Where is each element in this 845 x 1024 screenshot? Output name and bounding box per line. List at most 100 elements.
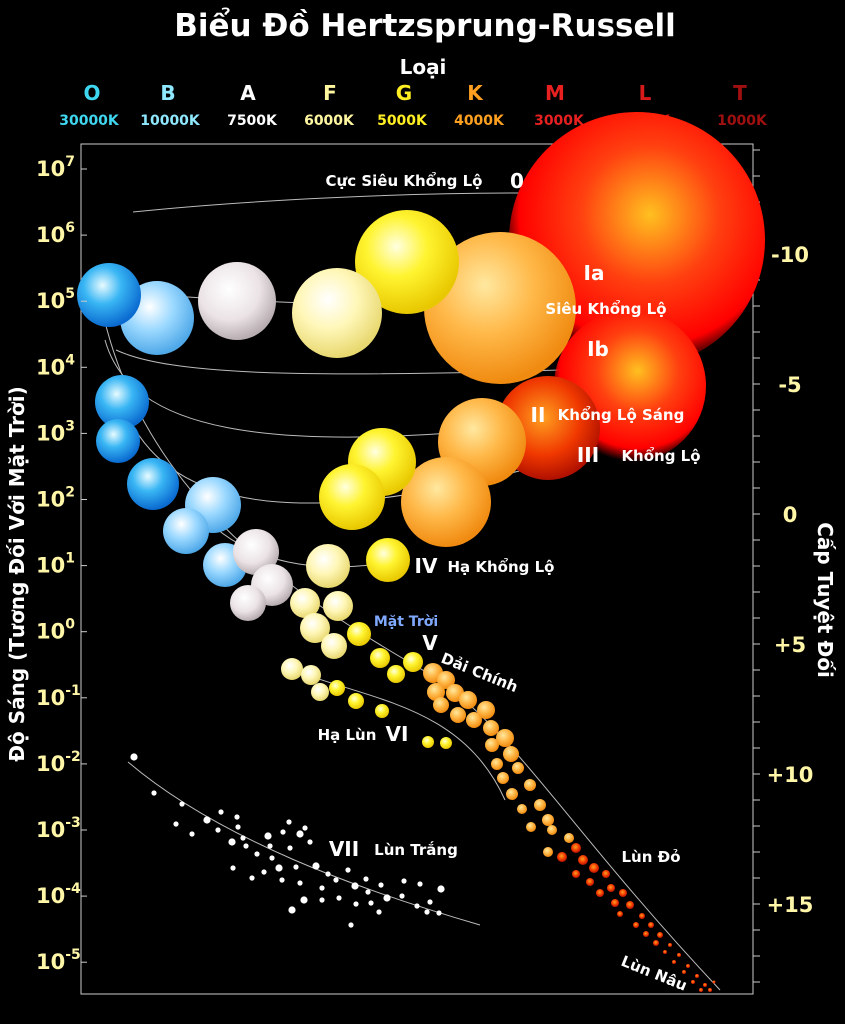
main-sequence-star <box>547 825 557 835</box>
white-dwarf-star <box>401 878 407 884</box>
white-dwarf-star <box>417 881 423 887</box>
class-temp-f: 6000K <box>304 113 355 129</box>
main-sequence-star <box>672 960 676 964</box>
label-class-ia: Ia <box>584 261 605 285</box>
class-letter-l: L <box>639 81 652 105</box>
luminosity-tick: 101 <box>36 551 75 578</box>
star-blue-giant-1 <box>95 375 149 429</box>
white-dwarf-star <box>427 899 433 905</box>
main-sequence-star <box>403 652 423 672</box>
white-dwarf-star <box>348 922 354 928</box>
white-dwarf-star <box>368 900 374 906</box>
label-subgiants: Hạ Khổng Lộ <box>447 557 554 576</box>
class-heading: Loại <box>400 55 447 79</box>
class-letter-a: A <box>240 81 256 105</box>
star-cream-subgiant <box>306 544 350 588</box>
main-sequence-star <box>497 772 509 784</box>
label-class-iii: III <box>577 443 599 467</box>
white-dwarf-star <box>267 843 273 849</box>
label-class-iv: IV <box>415 554 438 578</box>
class-letter-b: B <box>160 81 175 105</box>
luminosity-tick: 100 <box>36 617 75 644</box>
main-sequence-star <box>682 970 686 974</box>
class-letter-o: O <box>83 81 100 105</box>
star-lightblue-giant-2 <box>163 508 209 554</box>
white-dwarf-star <box>215 827 221 833</box>
curve-vii <box>127 761 481 926</box>
white-dwarf-star <box>345 867 351 873</box>
class-temp-b: 10000K <box>140 113 201 129</box>
label-giants: Khổng Lộ <box>621 446 700 465</box>
spectral-class-row: O 30000K B 10000K A 7500K F 6000K G 5000K K 4000K M 3… <box>59 81 768 129</box>
main-sequence-star <box>450 707 466 723</box>
main-sequence-star <box>375 704 389 718</box>
main-sequence-star <box>496 729 514 747</box>
white-dwarf-star <box>300 896 308 904</box>
white-dwarf-star <box>436 910 442 916</box>
label-supergiants: Siêu Khổng Lộ <box>545 299 666 318</box>
label-subdwarfs: Hạ Lùn <box>318 726 377 744</box>
main-sequence-star <box>311 683 329 701</box>
white-dwarf-star <box>269 855 275 861</box>
luminosity-tick: 106 <box>36 220 75 247</box>
main-sequence-star <box>477 701 495 719</box>
magnitude-tick: 0 <box>783 503 798 527</box>
main-sequence-star <box>427 683 445 701</box>
main-sequence-star <box>517 804 527 814</box>
star-white-supergiant <box>198 262 276 340</box>
white-dwarf-star <box>376 909 382 915</box>
white-dwarf-star <box>414 903 420 909</box>
main-sequence-star <box>589 863 599 873</box>
star-yellow-hypergiant <box>355 210 459 314</box>
white-dwarf-star <box>312 862 320 870</box>
white-dwarf-star <box>261 869 267 875</box>
star-yellow-giant-2 <box>319 464 385 530</box>
star-white-giant-3 <box>230 585 266 621</box>
star-blue-giant-3 <box>127 458 179 510</box>
white-dwarf-star <box>243 843 249 849</box>
label-class-v: V <box>422 631 438 655</box>
label-sun: Mặt Trời <box>374 614 438 630</box>
white-dwarf-star <box>378 882 384 888</box>
plot-frame <box>80 143 754 995</box>
white-dwarf-star <box>363 876 369 882</box>
main-sequence-star <box>300 613 330 643</box>
white-dwarf-star <box>173 821 179 827</box>
luminosity-tick: 104 <box>36 352 75 379</box>
white-dwarf-star <box>240 835 246 841</box>
white-dwarf-star <box>280 829 286 835</box>
main-sequence-star <box>712 980 716 984</box>
white-dwarf-star <box>307 839 313 845</box>
white-dwarf-star <box>319 897 325 903</box>
luminosity-tick: 102 <box>36 485 75 512</box>
white-dwarf-star <box>365 889 371 895</box>
class-temp-a: 7500K <box>227 113 278 129</box>
class-letter-g: G <box>396 81 412 105</box>
main-sequence-star <box>347 622 371 646</box>
label-red-dwarfs: Lùn Đỏ <box>621 848 680 866</box>
main-sequence-star <box>571 843 581 853</box>
white-dwarf-stars <box>130 753 445 928</box>
main-sequence-star <box>633 922 639 928</box>
main-sequence-star <box>695 974 699 978</box>
label-class-vi: VI <box>386 722 409 746</box>
class-temp-k: 4000K <box>454 113 505 129</box>
main-sequence-star <box>619 889 627 897</box>
main-sequence-star <box>491 758 503 770</box>
main-sequence-star <box>503 746 519 762</box>
white-dwarf-star <box>218 809 224 815</box>
main-sequence-star <box>506 788 518 800</box>
main-sequence-star <box>708 988 712 992</box>
main-sequence-star <box>639 913 645 919</box>
page-title: Biểu Đồ Hertzsprung-Russell <box>174 8 676 44</box>
main-sequence-star <box>466 712 482 728</box>
white-dwarf-star <box>151 790 157 796</box>
main-sequence-star <box>543 847 553 857</box>
white-dwarf-star <box>286 819 292 825</box>
star-blue-giant-2 <box>96 419 140 463</box>
main-sequence-star <box>281 658 303 680</box>
white-dwarf-star <box>351 882 359 890</box>
white-dwarf-star <box>325 871 331 877</box>
label-bright-giants: Khổng Lộ Sáng <box>558 405 685 424</box>
main-sequence-star <box>422 736 434 748</box>
